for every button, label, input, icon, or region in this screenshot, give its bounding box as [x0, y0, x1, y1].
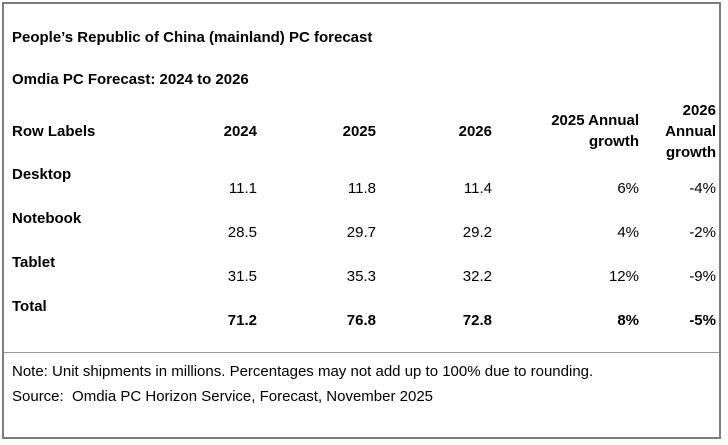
table-cell: 4%	[617, 223, 639, 241]
table-cell: 28.5	[227, 223, 257, 241]
figure-subtitle: Omdia PC Forecast: 2024 to 2026	[12, 71, 249, 88]
table-cell: 11.8	[347, 179, 376, 197]
table-row-desktop: Desktop 11.1 11.8 11.4 6% -4%	[12, 166, 716, 210]
table-cell: 72.8	[462, 311, 492, 329]
table-cell: 71.2	[227, 311, 257, 329]
table-cell: 11.4	[463, 179, 492, 197]
row-label: Total	[12, 298, 47, 315]
column-header-2026-annual-growth: 2026 Annual growth	[665, 101, 716, 161]
table-row-total: Total 71.2 76.8 72.8 8% -5%	[12, 298, 716, 342]
table-cell: 12%	[608, 267, 639, 285]
row-label: Notebook	[12, 210, 82, 227]
column-header-row-labels: Row Labels	[12, 122, 96, 140]
header-row: Row Labels 2024 2025 2026 2025 Annual gr…	[12, 96, 716, 166]
table-cell: 35.3	[346, 267, 376, 285]
table-cell: -4%	[689, 179, 716, 197]
table-cell: -2%	[689, 223, 716, 241]
column-header-2025: 2025	[342, 122, 376, 140]
table-cell: 32.2	[462, 267, 492, 285]
table-cell: 11.1	[228, 179, 257, 197]
row-label: Desktop	[12, 166, 72, 183]
forecast-table: Row Labels 2024 2025 2026 2025 Annual gr…	[12, 96, 716, 342]
table-cell: 31.5	[227, 267, 257, 285]
table-cell: 29.2	[462, 223, 492, 241]
note-divider-line	[4, 352, 719, 353]
table-cell: -5%	[689, 311, 716, 329]
table-cell: 6%	[617, 179, 639, 197]
table-cell: 29.7	[346, 223, 376, 241]
table-cell: 8%	[617, 311, 639, 329]
column-header-2025-annual-growth: 2025 Annual growth	[551, 112, 639, 150]
table-row-notebook: Notebook 28.5 29.7 29.2 4% -2%	[12, 210, 716, 254]
table-cell: -9%	[689, 267, 716, 285]
source-text: Source: Omdia PC Horizon Service, Foreca…	[12, 388, 434, 405]
table-frame: People’s Republic of China (mainland) PC…	[2, 2, 721, 439]
figure-title: People’s Republic of China (mainland) PC…	[12, 29, 373, 46]
row-label: Tablet	[12, 254, 56, 271]
note-text: Note: Unit shipments in millions. Percen…	[12, 363, 594, 380]
column-header-2024: 2024	[223, 122, 257, 140]
table-cell: 76.8	[346, 311, 376, 329]
column-header-2026: 2026	[458, 122, 492, 140]
table-row-tablet: Tablet 31.5 35.3 32.2 12% -9%	[12, 254, 716, 298]
